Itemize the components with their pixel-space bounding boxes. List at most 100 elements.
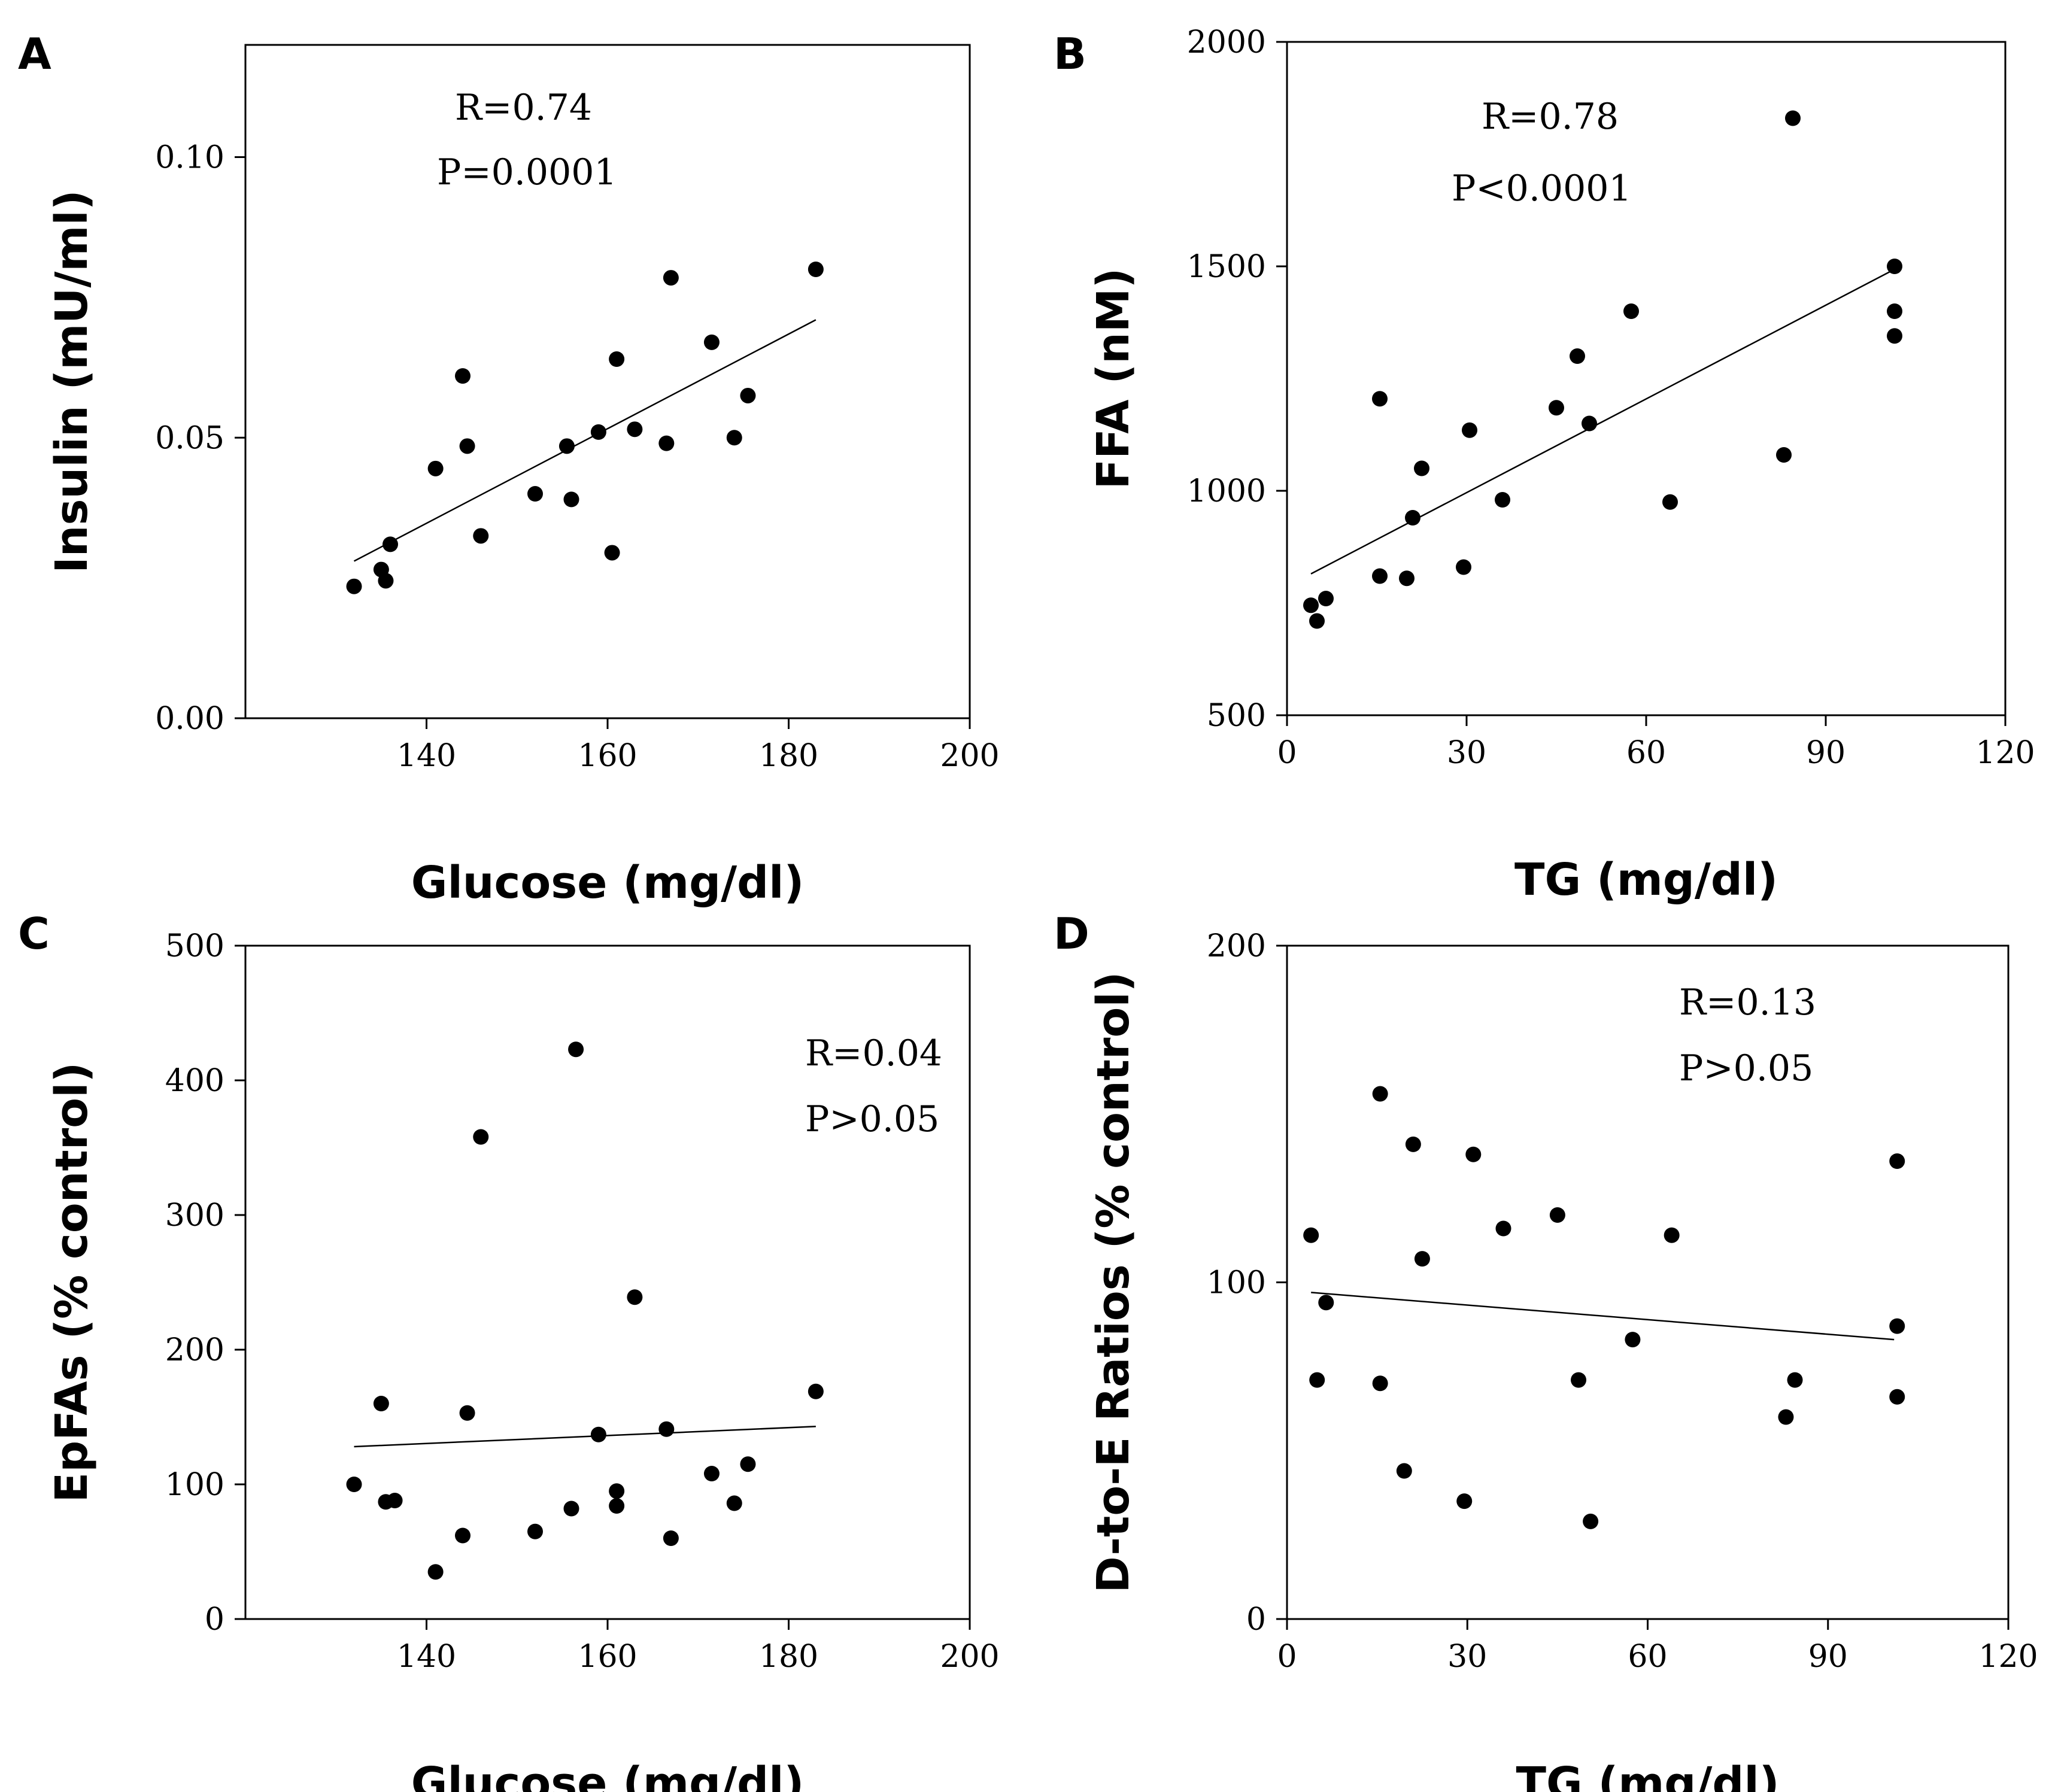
- data-point-d-0: [1303, 1227, 1319, 1243]
- data-marks-c: [346, 1041, 824, 1580]
- x-tick-label-b-0: 0: [1277, 735, 1297, 771]
- data-point-d-19: [1889, 1318, 1905, 1334]
- x-tick-label-b-2: 60: [1626, 735, 1666, 771]
- data-point-a-2: [378, 573, 394, 589]
- x-tick-label-d-3: 90: [1808, 1639, 1848, 1675]
- stat-p-b: P<0.0001: [1452, 168, 1632, 209]
- data-point-a-0: [346, 578, 362, 594]
- data-point-d-20: [1889, 1389, 1905, 1405]
- data-point-d-16: [1778, 1409, 1794, 1425]
- data-point-b-18: [1887, 259, 1902, 274]
- data-point-b-17: [1785, 110, 1801, 126]
- data-point-a-5: [455, 368, 471, 384]
- data-point-b-5: [1399, 570, 1415, 587]
- data-point-c-3: [387, 1493, 403, 1508]
- data-point-d-8: [1456, 1493, 1473, 1509]
- x-tick-label-c-3: 200: [940, 1639, 999, 1675]
- data-point-c-9: [563, 1501, 579, 1517]
- data-point-d-18: [1889, 1153, 1905, 1169]
- data-point-d-7: [1414, 1251, 1430, 1267]
- x-tick-label-b-4: 120: [1975, 735, 2035, 771]
- data-point-d-11: [1549, 1207, 1565, 1223]
- data-point-a-8: [527, 486, 543, 502]
- data-marks-b: [1303, 110, 1902, 629]
- x-tick-label-d-1: 30: [1447, 1639, 1487, 1675]
- data-point-b-3: [1372, 568, 1388, 584]
- panel-d: D TG (mg/dl) D-to-E Ratios (% control) R…: [1054, 909, 2038, 1792]
- x-tick-label-c-0: 140: [397, 1639, 456, 1675]
- stat-p-d: P>0.05: [1679, 1047, 1813, 1089]
- y-tick-label-c-0: 0: [205, 1602, 224, 1638]
- data-point-b-7: [1414, 460, 1429, 476]
- data-point-a-15: [658, 435, 675, 451]
- y-tick-label-c-2: 200: [165, 1332, 224, 1368]
- y-tick-label-b-2: 1500: [1187, 249, 1266, 285]
- data-point-c-8: [527, 1523, 543, 1539]
- data-point-a-20: [808, 262, 824, 277]
- fit-line-b: [1310, 270, 1892, 575]
- data-point-d-14: [1625, 1332, 1641, 1348]
- data-point-c-10: [568, 1041, 584, 1058]
- data-point-b-19: [1887, 303, 1902, 319]
- data-point-c-1: [373, 1396, 389, 1411]
- data-point-b-20: [1887, 328, 1902, 344]
- data-point-d-2: [1318, 1295, 1334, 1311]
- y-axis-title-b: FFA (nM): [1088, 268, 1139, 490]
- x-axis-title-a: Glucose (mg/dl): [411, 857, 805, 909]
- data-point-c-7: [473, 1129, 489, 1145]
- data-point-a-11: [590, 424, 606, 440]
- x-tick-label-c-1: 160: [578, 1639, 637, 1675]
- stat-r-d: R=0.13: [1679, 982, 1816, 1023]
- x-tick-label-b-1: 30: [1447, 735, 1486, 771]
- stat-r-b: R=0.78: [1482, 96, 1619, 138]
- data-point-a-13: [609, 351, 625, 367]
- y-tick-label-d-1: 100: [1207, 1265, 1266, 1301]
- data-point-b-0: [1303, 597, 1319, 613]
- y-tick-label-c-1: 100: [165, 1467, 224, 1503]
- data-point-b-11: [1549, 400, 1564, 416]
- x-axis-title-d: TG (mg/dl): [1516, 1758, 1779, 1792]
- data-point-a-12: [604, 545, 620, 561]
- x-tick-label-d-2: 60: [1628, 1639, 1667, 1675]
- y-tick-label-b-0: 500: [1207, 698, 1266, 734]
- data-point-d-4: [1372, 1375, 1388, 1392]
- x-tick-label-a-3: 200: [940, 738, 999, 774]
- data-point-c-13: [609, 1483, 625, 1499]
- y-tick-label-c-3: 300: [165, 1198, 224, 1234]
- data-point-b-8: [1456, 559, 1471, 575]
- data-point-c-14: [627, 1289, 643, 1305]
- data-point-b-10: [1495, 492, 1510, 508]
- data-point-a-6: [459, 438, 475, 454]
- data-point-d-12: [1571, 1372, 1587, 1388]
- data-point-c-18: [726, 1495, 742, 1511]
- panel-letter-c: C: [18, 909, 50, 959]
- panel-letter-b: B: [1054, 29, 1086, 79]
- data-point-b-6: [1405, 510, 1420, 526]
- data-point-b-15: [1662, 494, 1678, 510]
- data-point-c-0: [346, 1477, 362, 1492]
- x-axis-title-b: TG (mg/dl): [1514, 854, 1778, 906]
- data-marks-a: [346, 262, 824, 594]
- x-tick-label-c-2: 180: [759, 1639, 818, 1675]
- panel-letter-a: A: [18, 29, 51, 79]
- data-point-c-4: [427, 1564, 444, 1580]
- data-point-d-15: [1664, 1227, 1680, 1243]
- data-point-b-12: [1570, 348, 1585, 364]
- y-tick-label-d-0: 0: [1246, 1602, 1266, 1638]
- panel-a: A Glucose (mg/dl) Insulin (mU/ml) R=0.74…: [18, 29, 1000, 909]
- x-tick-label-a-1: 160: [578, 738, 637, 774]
- data-point-b-16: [1776, 447, 1792, 463]
- data-point-d-13: [1583, 1513, 1599, 1529]
- y-tick-label-b-3: 2000: [1187, 25, 1266, 60]
- data-point-d-17: [1787, 1372, 1803, 1388]
- data-point-c-19: [740, 1456, 756, 1472]
- data-marks-d: [1303, 1086, 1905, 1529]
- data-point-a-3: [383, 536, 398, 552]
- data-point-b-4: [1372, 391, 1388, 407]
- x-axis-title-c: Glucose (mg/dl): [411, 1758, 805, 1792]
- data-point-a-4: [427, 460, 444, 476]
- data-point-b-1: [1309, 613, 1325, 629]
- panel-b: B TG (mg/dl) FFA (nM) R=0.78 P<0.0001 0 3…: [1054, 25, 2035, 906]
- data-point-d-10: [1495, 1220, 1511, 1237]
- plot-frame-a: [244, 44, 971, 719]
